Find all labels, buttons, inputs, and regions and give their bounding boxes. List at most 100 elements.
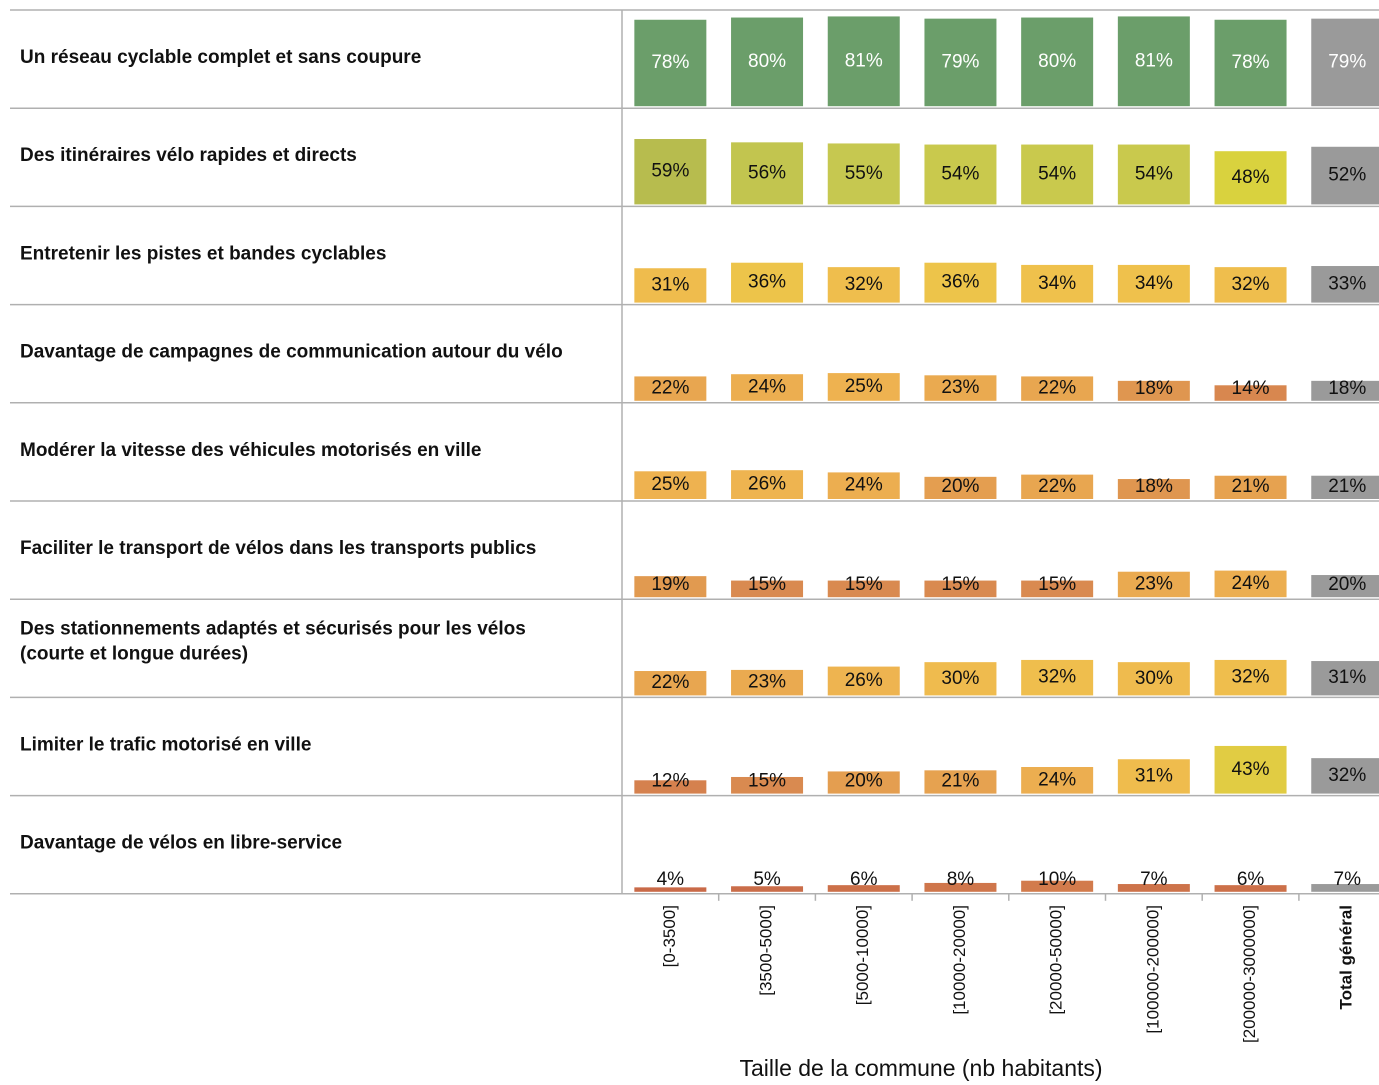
x-tick-label: [10000-20000] (950, 905, 969, 1015)
bar (634, 780, 707, 794)
bar (827, 143, 900, 205)
value-label: 30% (1135, 668, 1173, 689)
bar (827, 472, 900, 499)
value-label: 10% (1038, 869, 1076, 890)
value-label: 15% (748, 771, 786, 792)
value-label: 22% (1038, 378, 1076, 399)
value-label: 54% (941, 163, 979, 184)
value-label: 15% (1038, 574, 1076, 595)
x-tick-label: [200000-3000000] (1240, 905, 1259, 1043)
value-label: 7% (1140, 869, 1168, 890)
x-axis-title: Taille de la commune (nb habitants) (739, 1055, 1102, 1081)
bar (634, 139, 707, 205)
value-label: 43% (1232, 759, 1270, 780)
value-label: 24% (748, 377, 786, 398)
row-label: Modérer la vitesse des véhicules motoris… (20, 440, 482, 461)
value-label: 32% (1232, 274, 1270, 295)
value-label: 21% (1232, 476, 1270, 497)
value-label: 30% (941, 668, 979, 689)
row-label: Des stationnements adaptés et sécurisés … (20, 619, 526, 640)
value-label: 21% (941, 771, 979, 792)
bar (634, 671, 707, 696)
value-label: 26% (845, 670, 883, 691)
value-label: 6% (850, 869, 878, 890)
value-label: 80% (748, 51, 786, 72)
bar (1311, 661, 1379, 696)
bar (924, 580, 997, 598)
bar (1214, 659, 1287, 696)
bar (827, 16, 900, 107)
x-tick-label: [100000-200000] (1143, 905, 1162, 1034)
row-label: (courte et longue durées) (20, 644, 248, 665)
row-label: Faciliter le transport de vélos dans les… (20, 538, 536, 559)
value-label: 36% (748, 272, 786, 293)
value-label: 23% (1135, 573, 1173, 594)
value-label: 34% (1135, 273, 1173, 294)
value-label: 22% (651, 378, 689, 399)
bar (827, 885, 900, 892)
row-label: Davantage de vélos en libre-service (20, 833, 342, 854)
value-label: 59% (651, 161, 689, 182)
value-label: 81% (1135, 50, 1173, 71)
value-label: 19% (651, 574, 689, 595)
value-label: 24% (1038, 769, 1076, 790)
bar (1021, 580, 1094, 598)
bar (1117, 884, 1190, 892)
bar (1214, 745, 1287, 794)
value-label: 25% (651, 474, 689, 495)
value-label: 6% (1237, 869, 1265, 890)
value-label: 4% (657, 869, 685, 890)
bar (1021, 17, 1094, 107)
bar (1214, 151, 1287, 205)
bar (924, 18, 997, 107)
value-label: 14% (1232, 378, 1270, 399)
bar (731, 142, 804, 205)
value-label: 23% (748, 672, 786, 693)
bar (1021, 880, 1094, 892)
row-label: Limiter le trafic motorisé en ville (20, 734, 311, 755)
bar (1021, 144, 1094, 205)
bar (1311, 575, 1379, 598)
value-label: 31% (1328, 667, 1366, 688)
value-label: 32% (1328, 765, 1366, 786)
bar (1311, 380, 1379, 401)
bar (1021, 659, 1094, 696)
bar (1021, 264, 1094, 303)
row-label: Davantage de campagnes de communication … (20, 342, 563, 363)
value-label: 15% (845, 574, 883, 595)
bar (924, 144, 997, 205)
bar (827, 373, 900, 401)
bar (924, 770, 997, 794)
value-label: 22% (1038, 476, 1076, 497)
x-tick-label: [20000-50000] (1047, 905, 1066, 1015)
value-label: 55% (845, 163, 883, 184)
value-label: 52% (1328, 165, 1366, 186)
value-label: 26% (748, 474, 786, 495)
value-label: 15% (941, 574, 979, 595)
x-tick-label: [0-3500] (660, 905, 679, 967)
value-label: 15% (748, 574, 786, 595)
row-label: Un réseau cyclable complet et sans coupu… (20, 47, 421, 68)
bar (1214, 19, 1287, 107)
bar (634, 19, 707, 107)
bar (1117, 571, 1190, 598)
bar (1021, 474, 1094, 499)
value-label: 34% (1038, 273, 1076, 294)
bar (731, 17, 804, 107)
value-label: 20% (941, 476, 979, 497)
value-label: 18% (1135, 378, 1173, 399)
bar (634, 576, 707, 598)
value-label: 56% (748, 162, 786, 183)
value-label: 8% (947, 869, 975, 890)
bar (1311, 758, 1379, 794)
row-label: Des itinéraires vélo rapides et directs (20, 145, 357, 166)
bar (1117, 380, 1190, 401)
value-label: 20% (1328, 574, 1366, 595)
value-label: 54% (1135, 163, 1173, 184)
value-label: 48% (1232, 167, 1270, 188)
value-label: 36% (941, 272, 979, 293)
x-tick-label: [3500-5000] (757, 905, 776, 996)
value-label: 79% (941, 51, 979, 72)
bar (827, 771, 900, 794)
